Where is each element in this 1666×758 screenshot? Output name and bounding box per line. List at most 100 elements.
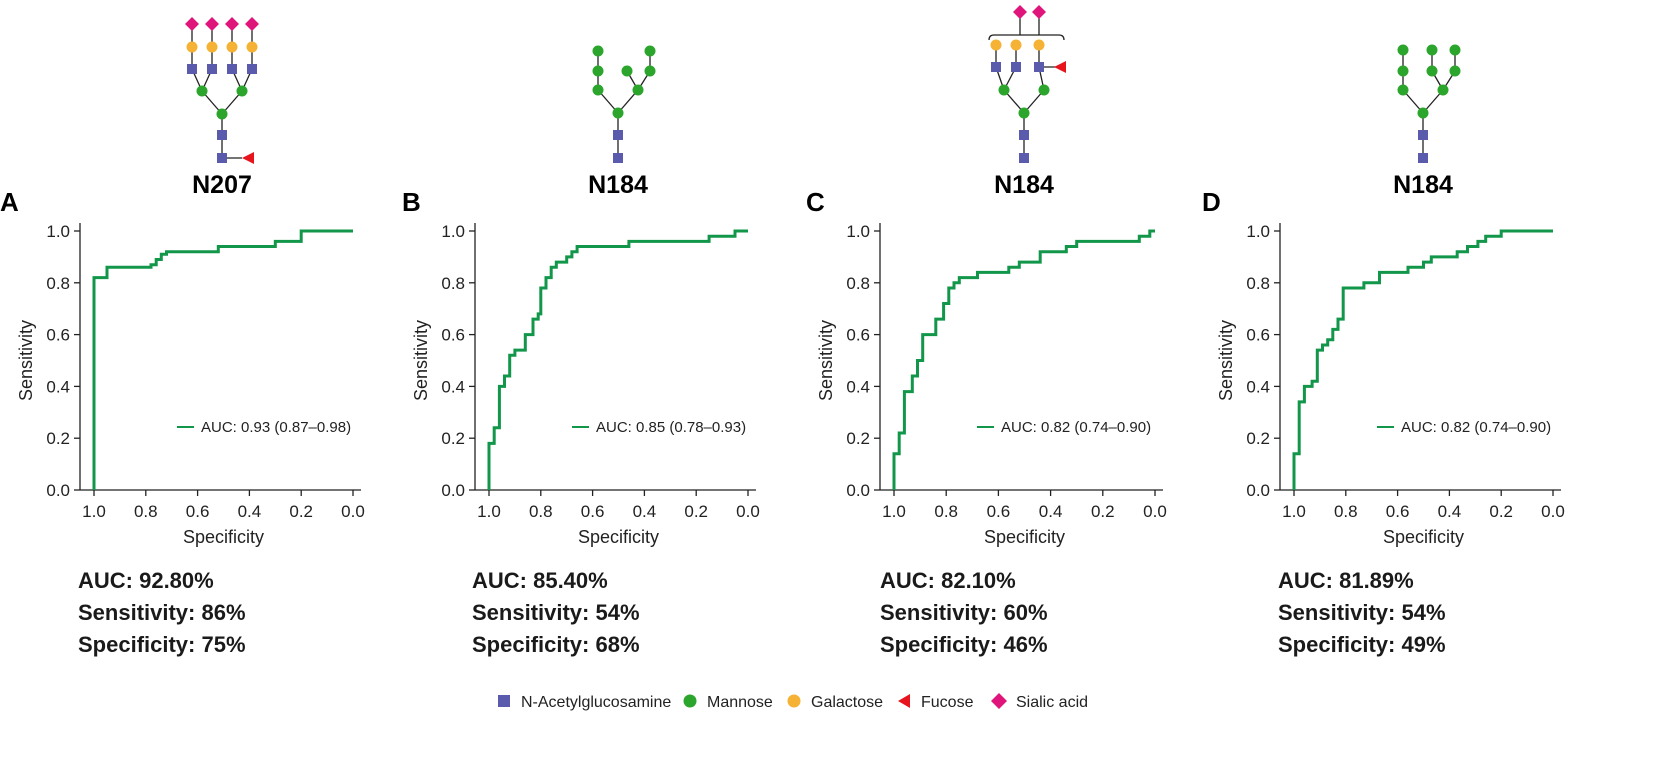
glcnac-square-icon: [217, 130, 227, 140]
x-tick-label: 0.2: [289, 502, 313, 521]
x-tick-label: 0.4: [633, 502, 657, 521]
mannose-circle-icon: [644, 65, 656, 77]
panel-letter: D: [1202, 187, 1221, 217]
y-tick-label: 0.8: [1246, 274, 1270, 293]
key-label: N-Acetylglucosamine: [521, 694, 671, 711]
stat-line: Specificity: 49%: [1278, 632, 1446, 657]
y-tick-label: 1.0: [46, 222, 70, 241]
x-tick-label: 0.2: [1091, 502, 1115, 521]
key-label: Galactose: [811, 694, 883, 711]
x-tick-label: 0.2: [1489, 502, 1513, 521]
sialic-diamond-icon: [225, 17, 239, 31]
x-tick-label: 0.6: [581, 502, 605, 521]
y-tick-label: 0.4: [846, 377, 870, 396]
glcnac-square-icon: [1019, 130, 1029, 140]
glycan-structure: [185, 17, 259, 164]
stat-line: Sensitivity: 86%: [78, 600, 246, 625]
stat-line: AUC: 92.80%: [78, 568, 214, 593]
key-label: Fucose: [921, 694, 974, 711]
glcnac-square-icon: [1019, 153, 1029, 163]
mannose-circle-icon: [644, 45, 656, 57]
x-tick-label: 1.0: [477, 502, 501, 521]
sialic-diamond-icon: [1032, 5, 1046, 19]
roc-curve-line: [92, 229, 353, 490]
legend-auc-label: AUC: 0.82 (0.74–0.90): [1401, 419, 1551, 436]
y-axis-title: Sensitivity: [1216, 320, 1236, 401]
y-tick-label: 1.0: [846, 222, 870, 241]
glycan-key: N-Acetylglucosamine Mannose Galactose Fucos…: [498, 693, 1088, 711]
mannose-circle-icon: [1426, 44, 1438, 56]
galactose-icon: [787, 694, 801, 708]
stat-line: Sensitivity: 54%: [472, 600, 640, 625]
glcnac-square-icon: [1011, 62, 1021, 72]
x-tick-label: 0.8: [134, 502, 158, 521]
fucose-triangle-icon: [1054, 61, 1066, 73]
y-tick-label: 0.8: [846, 274, 870, 293]
stat-line: AUC: 81.89%: [1278, 568, 1414, 593]
stat-line: AUC: 82.10%: [880, 568, 1016, 593]
site-label: N184: [588, 171, 648, 199]
glycan-structure: [592, 45, 656, 163]
x-axis-title: Specificity: [984, 527, 1065, 547]
x-tick-label: 0.6: [1386, 502, 1410, 521]
y-tick-label: 0.4: [441, 377, 465, 396]
glcnac-square-icon: [247, 64, 257, 74]
x-axis-title: Specificity: [578, 527, 659, 547]
sialic-diamond-icon: [245, 17, 259, 31]
mannose-circle-icon: [1437, 84, 1449, 96]
y-tick-label: 0.0: [441, 481, 465, 500]
y-axis-title: Sensitivity: [411, 320, 431, 401]
x-axis-title: Specificity: [183, 527, 264, 547]
x-tick-label: 1.0: [882, 502, 906, 521]
galactose-circle-icon: [1033, 39, 1045, 51]
stat-line: Specificity: 75%: [78, 632, 246, 657]
y-tick-label: 0.2: [1246, 429, 1270, 448]
y-tick-label: 0.2: [46, 429, 70, 448]
y-tick-label: 1.0: [1246, 222, 1270, 241]
mannose-circle-icon: [1449, 65, 1461, 77]
glcnac-square-icon: [1418, 153, 1428, 163]
roc-curve-line: [892, 229, 1155, 490]
mannose-circle-icon: [1417, 107, 1429, 119]
x-tick-label: 0.4: [1039, 502, 1063, 521]
x-tick-label: 0.0: [1143, 502, 1167, 521]
glcnac-square-icon: [613, 130, 623, 140]
mannose-circle-icon: [216, 108, 228, 120]
key-label: Mannose: [707, 694, 773, 711]
stat-line: AUC: 85.40%: [472, 568, 608, 593]
site-label: N184: [994, 171, 1054, 199]
fucose-icon: [898, 694, 910, 708]
y-tick-label: 0.4: [1246, 377, 1270, 396]
mannose-circle-icon: [1397, 44, 1409, 56]
y-tick-label: 0.8: [46, 274, 70, 293]
legend-auc-label: AUC: 0.82 (0.74–0.90): [1001, 419, 1151, 436]
y-tick-label: 0.6: [1246, 326, 1270, 345]
y-tick-label: 0.0: [1246, 481, 1270, 500]
galactose-circle-icon: [226, 41, 238, 53]
x-tick-label: 0.6: [987, 502, 1011, 521]
key-label: Sialic acid: [1016, 694, 1088, 711]
n-acetylglucosamine-icon: [498, 695, 510, 707]
glcnac-square-icon: [1034, 62, 1044, 72]
fucose-triangle-icon: [242, 152, 254, 164]
galactose-circle-icon: [186, 41, 198, 53]
glcnac-square-icon: [1418, 130, 1428, 140]
mannose-circle-icon: [632, 84, 644, 96]
legend-auc-label: AUC: 0.85 (0.78–0.93): [596, 419, 746, 436]
y-tick-label: 0.6: [441, 326, 465, 345]
site-label: N184: [1393, 171, 1453, 199]
glycan-structure: [988, 5, 1066, 163]
glcnac-square-icon: [991, 62, 1001, 72]
panel-letter: A: [0, 187, 19, 217]
site-label: N207: [192, 171, 252, 199]
stat-line: Specificity: 46%: [880, 632, 1048, 657]
mannose-circle-icon: [998, 84, 1010, 96]
mannose-circle-icon: [1426, 65, 1438, 77]
sialic-acid-icon: [991, 693, 1007, 709]
y-axis-title: Sensitivity: [816, 320, 836, 401]
y-tick-label: 0.2: [846, 429, 870, 448]
mannose-circle-icon: [1018, 107, 1030, 119]
